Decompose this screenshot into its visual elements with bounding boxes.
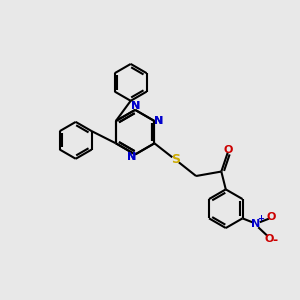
Text: N: N — [130, 101, 140, 111]
Text: N: N — [154, 116, 164, 126]
Text: S: S — [171, 153, 180, 166]
Text: N: N — [251, 219, 260, 229]
Text: N: N — [130, 101, 140, 111]
Text: N: N — [127, 152, 136, 162]
Text: N: N — [154, 116, 164, 126]
Text: +: + — [257, 214, 264, 223]
Text: O: O — [267, 212, 276, 222]
Text: O: O — [223, 145, 232, 155]
Text: N: N — [127, 152, 136, 162]
Text: -: - — [273, 234, 278, 247]
Text: O: O — [265, 234, 274, 244]
